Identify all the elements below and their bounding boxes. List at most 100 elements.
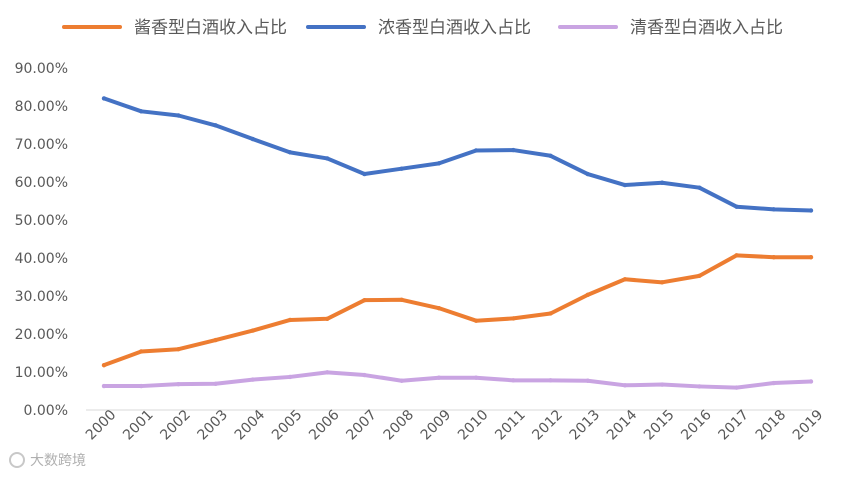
data-point: [213, 381, 218, 386]
data-point: [622, 182, 628, 188]
data-point: [585, 292, 590, 298]
data-point: [213, 123, 218, 128]
data-point: [325, 370, 330, 375]
x-tick-label: 2007: [343, 407, 380, 444]
x-tick-label: 2017: [715, 407, 752, 444]
x-tick-label: 2002: [157, 407, 194, 444]
x-tick-label: 2018: [753, 407, 790, 444]
data-point: [362, 171, 367, 177]
y-tick-label: 0.00%: [24, 403, 68, 419]
legend-label-2: 浓香型白酒收入占比: [378, 18, 531, 38]
data-point: [511, 316, 516, 321]
data-point: [213, 337, 218, 343]
legend-label-3: 清香型白酒收入占比: [630, 18, 783, 38]
data-point: [585, 378, 590, 383]
data-point: [176, 113, 181, 118]
data-point: [362, 297, 367, 303]
watermark-text: 大数跨境: [30, 453, 86, 469]
data-point: [548, 378, 553, 383]
x-tick-label: 2003: [195, 407, 232, 444]
data-point: [436, 305, 442, 311]
data-point: [287, 317, 293, 323]
x-tick-label: 2016: [678, 407, 715, 444]
data-point: [362, 372, 367, 378]
x-tick-label: 2012: [529, 407, 566, 444]
data-point: [734, 385, 739, 390]
x-tick-label: 2000: [83, 407, 120, 444]
data-point: [808, 379, 814, 384]
data-point: [659, 382, 665, 387]
data-point: [622, 383, 628, 388]
data-point: [139, 349, 144, 354]
y-tick-label: 80.00%: [15, 99, 68, 115]
watermark: 大数跨境: [9, 452, 86, 469]
data-point: [808, 255, 814, 260]
data-point: [101, 383, 107, 389]
watermark-logo-icon: [9, 452, 25, 468]
y-tick-label: 50.00%: [15, 213, 68, 229]
x-tick-label: 2015: [641, 407, 678, 444]
x-tick-label: 2011: [492, 407, 529, 444]
data-point: [697, 185, 702, 190]
data-point: [473, 318, 479, 323]
data-point: [734, 204, 739, 209]
x-tick-label: 2014: [604, 407, 641, 444]
x-tick-label: 2019: [790, 407, 827, 444]
y-tick-label: 90.00%: [15, 61, 68, 77]
data-point: [139, 109, 144, 114]
x-tick-label: 2004: [232, 407, 269, 444]
legend-label-1: 酱香型白酒收入占比: [134, 18, 287, 38]
data-point: [436, 161, 442, 166]
series-line-2: [102, 96, 813, 213]
data-point: [511, 147, 516, 153]
data-point: [250, 377, 256, 382]
data-point: [287, 150, 293, 155]
x-tick-label: 2009: [418, 407, 455, 444]
y-tick-label: 20.00%: [15, 327, 68, 343]
x-tick-label: 2006: [306, 407, 343, 444]
data-point: [697, 384, 702, 389]
series-line-3: [102, 370, 813, 390]
data-point: [250, 328, 256, 333]
data-point: [771, 380, 776, 386]
data-point: [548, 311, 553, 316]
series-line-1: [102, 253, 813, 368]
data-point: [399, 297, 404, 302]
data-point: [473, 148, 479, 153]
data-point: [771, 207, 776, 212]
data-point: [399, 378, 404, 383]
data-point: [101, 362, 107, 368]
series-layer: [101, 96, 814, 390]
data-point: [697, 273, 702, 279]
y-tick-label: 70.00%: [15, 137, 68, 153]
data-point: [176, 347, 181, 352]
x-tick-label: 2013: [567, 407, 604, 444]
data-point: [771, 255, 776, 260]
legend: 酱香型白酒收入占比 浓香型白酒收入占比 清香型白酒收入占比: [62, 18, 783, 38]
data-point: [734, 253, 739, 258]
data-point: [101, 96, 107, 101]
data-point: [622, 277, 628, 282]
data-point: [436, 375, 442, 380]
y-tick-label: 40.00%: [15, 251, 68, 267]
data-point: [176, 381, 181, 387]
data-point: [659, 180, 665, 185]
x-tick-label: 2005: [269, 407, 306, 444]
y-tick-label: 30.00%: [15, 289, 68, 305]
data-point: [548, 153, 553, 158]
data-point: [399, 166, 404, 171]
data-point: [659, 280, 665, 285]
data-point: [511, 378, 516, 383]
data-point: [585, 171, 590, 177]
x-tick-label: 2001: [120, 407, 157, 444]
data-point: [287, 374, 293, 380]
x-tick-label: 2010: [455, 407, 492, 444]
x-tick-label: 2008: [381, 407, 418, 444]
data-point: [325, 316, 330, 321]
y-tick-label: 10.00%: [15, 365, 68, 381]
data-point: [808, 208, 814, 213]
data-point: [325, 156, 330, 161]
data-point: [473, 375, 479, 380]
